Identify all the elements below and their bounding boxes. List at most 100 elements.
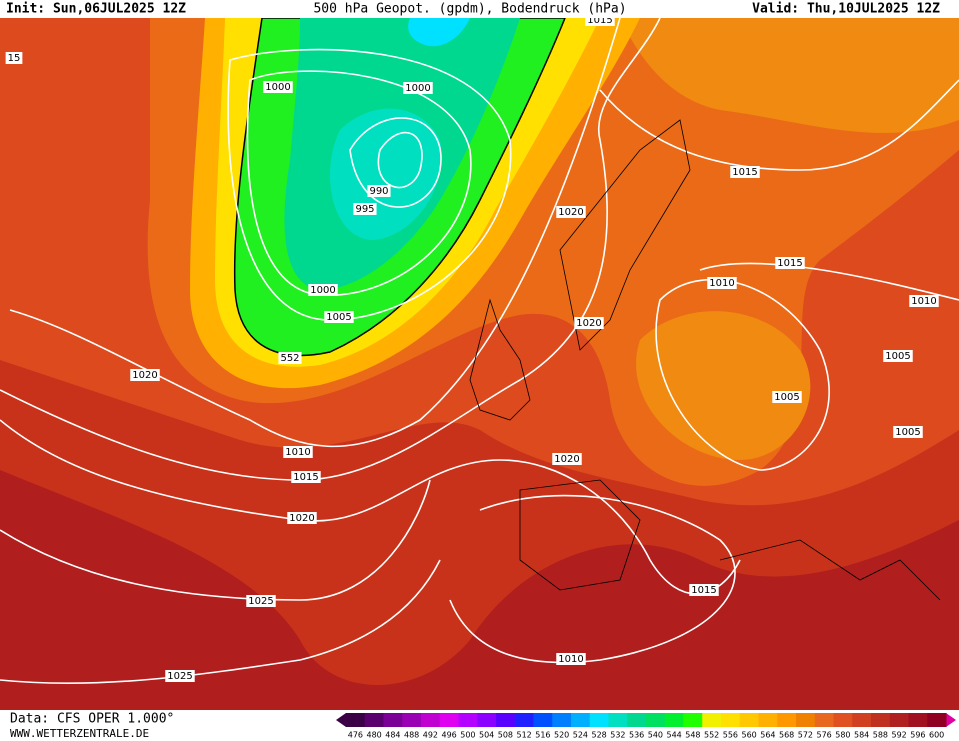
isobar-label: 1020 — [132, 370, 157, 381]
isobar — [227, 48, 512, 321]
color-swatch — [608, 713, 628, 727]
legend-label: 500 — [460, 731, 475, 740]
legend-label: 544 — [666, 731, 681, 740]
legend-label: 504 — [479, 731, 494, 740]
color-swatch — [777, 713, 797, 727]
isobar-label: 1010 — [285, 447, 310, 458]
legend-label: 552 — [704, 731, 719, 740]
color-swatch — [871, 713, 891, 727]
legend-arrow-low — [336, 713, 346, 727]
isobar-label: 1025 — [167, 671, 192, 682]
isobar — [655, 278, 830, 471]
isobar-label: 990 — [369, 186, 388, 197]
isobar-label: 1010 — [558, 654, 583, 665]
legend-label: 528 — [591, 731, 606, 740]
legend-label: 532 — [610, 731, 625, 740]
isobar-label-box — [165, 670, 195, 682]
isobar-label: 1000 — [405, 83, 430, 94]
isobar-labels: 1015 15 1000 1000 990 995 1015 1020 1015 1010 1010… — [5, 14, 939, 682]
isobar-label-box — [353, 203, 377, 215]
isobar-label-box — [287, 512, 317, 524]
legend-label: 508 — [498, 731, 513, 740]
legend-label: 536 — [629, 731, 644, 740]
legend-label: 484 — [385, 731, 400, 740]
color-swatch — [364, 713, 384, 727]
isobar-label: 1005 — [326, 312, 351, 323]
isobar — [0, 17, 661, 481]
color-swatch — [758, 713, 778, 727]
legend-label: 540 — [648, 731, 663, 740]
legend-label: 580 — [835, 731, 850, 740]
isobar-label-box — [707, 277, 737, 289]
color-swatch — [514, 713, 534, 727]
color-swatch — [533, 713, 553, 727]
legend-label: 488 — [404, 731, 419, 740]
field-orange-east — [636, 311, 811, 460]
header-bar — [0, 0, 959, 18]
isobar-label-box — [403, 82, 433, 94]
isobar-label: 1000 — [310, 285, 335, 296]
legend-label: 496 — [441, 731, 456, 740]
isobar — [599, 79, 959, 171]
isobar-label-box — [324, 311, 354, 323]
color-swatch — [889, 713, 909, 727]
isobar-label: 1025 — [248, 596, 273, 607]
isobar — [0, 559, 441, 685]
isobar-label-box — [308, 284, 338, 296]
color-swatch — [702, 713, 722, 727]
isobar-label-box — [5, 52, 23, 64]
isobar-label-box — [552, 453, 582, 465]
legend-label: 596 — [910, 731, 925, 740]
legend-label: 516 — [535, 731, 550, 740]
legend-label: 568 — [779, 731, 794, 740]
color-swatch — [739, 713, 759, 727]
legend-label: 492 — [423, 731, 438, 740]
legend-arrow-high — [946, 713, 956, 727]
isobar — [246, 70, 472, 296]
isobar-label-box — [909, 295, 939, 307]
color-swatch — [833, 713, 853, 727]
isobar-label: 552 — [280, 353, 299, 364]
color-swatch — [421, 713, 441, 727]
color-swatch — [796, 713, 816, 727]
isobar-label: 1005 — [774, 392, 799, 403]
color-swatch — [496, 713, 516, 727]
color-swatch — [683, 713, 703, 727]
map-title: 500 hPa Geopot. (gpdm), Bodendruck (hPa) — [313, 2, 626, 17]
isobar-label: 995 — [355, 204, 374, 215]
isobar-label: 15 — [8, 53, 21, 64]
isobar-label: 1020 — [576, 318, 601, 329]
legend-label: 572 — [798, 731, 813, 740]
color-swatch — [852, 713, 872, 727]
isobar-label: 1005 — [895, 427, 920, 438]
isobar — [9, 17, 621, 448]
isobar-label: 1015 — [293, 472, 318, 483]
field-orange-north — [620, 18, 959, 133]
isobar-label: 1015 — [777, 258, 802, 269]
isobar-label-box — [574, 317, 604, 329]
map: 1015 15 1000 1000 990 995 1015 1020 1015 1010 1010… — [0, 14, 959, 710]
legend-label: 564 — [760, 731, 775, 740]
legend-label: 480 — [366, 731, 381, 740]
isobar-label-box — [367, 185, 391, 197]
isobar-label: 1020 — [554, 454, 579, 465]
isobar-label-box — [775, 257, 805, 269]
site: WWW.WETTERZENTRALE.DE — [10, 727, 149, 740]
colorbar: 476 480 484 488 492 496 500 504 508 512 516 520 524 5… — [346, 713, 947, 740]
isobar-label: 1020 — [558, 207, 583, 218]
color-swatch — [402, 713, 422, 727]
field-cyan — [408, 18, 470, 47]
color-swatch — [383, 713, 403, 727]
isobar-label: 1020 — [289, 513, 314, 524]
valid-time: Valid: Thu,10JUL2025 12Z — [752, 2, 940, 17]
isobar-label: 1000 — [265, 82, 290, 93]
isobar-label-box — [772, 391, 802, 403]
isobar-label-box — [883, 350, 913, 362]
legend-label: 548 — [685, 731, 700, 740]
color-swatch — [571, 713, 591, 727]
isobar-label: 1015 — [691, 585, 716, 596]
init-time: Init: Sun,06JUL2025 12Z — [6, 2, 186, 17]
legend-label: 524 — [573, 731, 588, 740]
color-swatch — [346, 713, 366, 727]
